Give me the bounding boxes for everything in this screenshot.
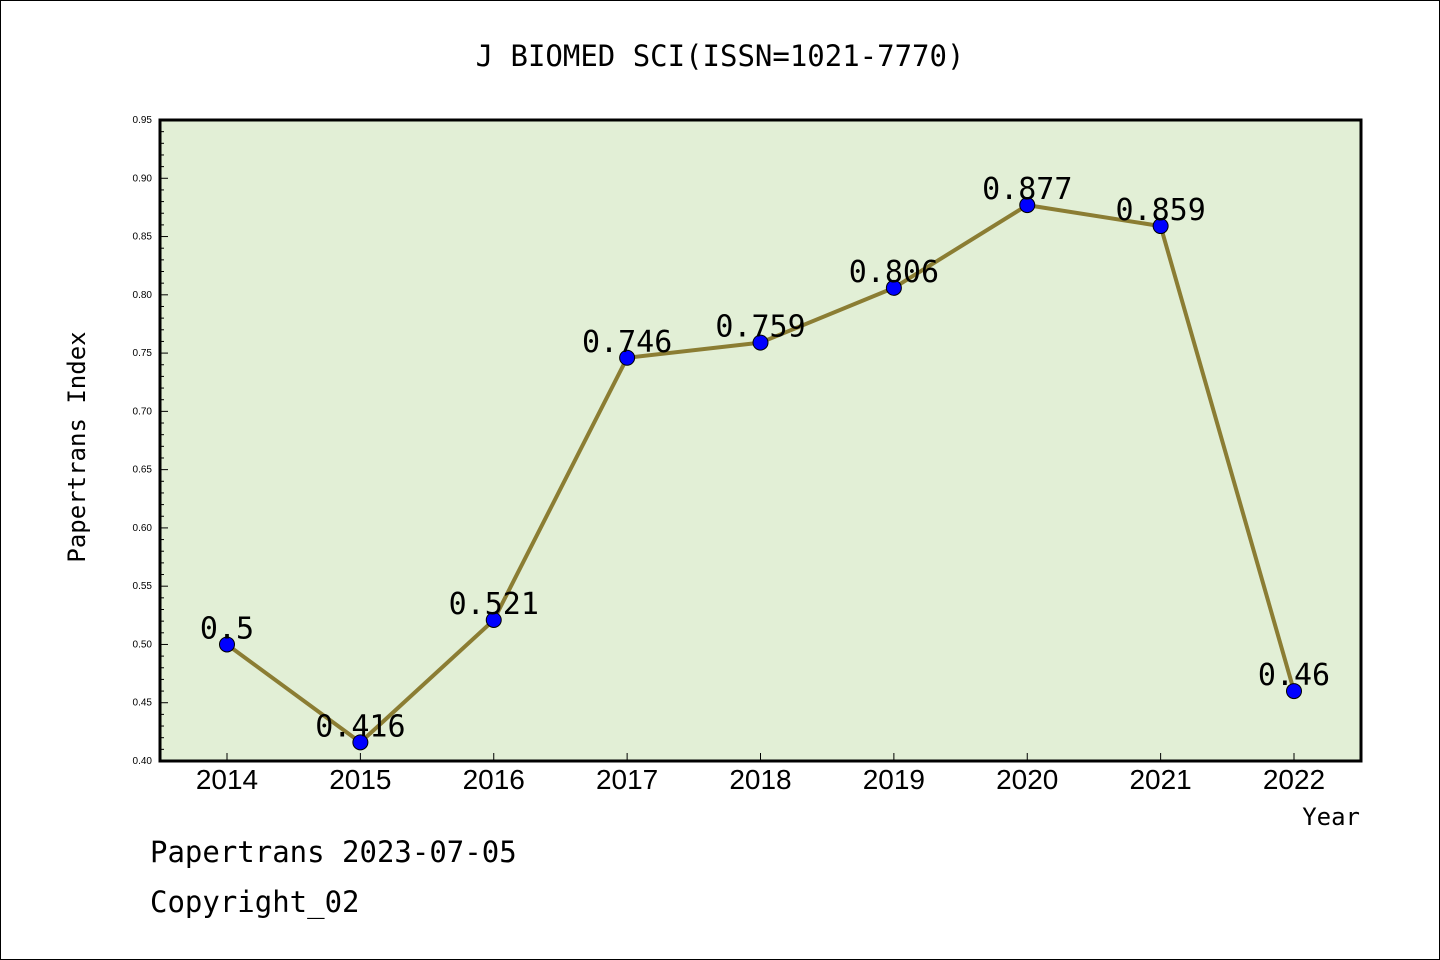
x-tick-label: 2020: [996, 764, 1058, 795]
data-point: [1286, 683, 1302, 700]
y-tick-label: 0.80: [133, 290, 153, 301]
x-tick-label: 2021: [1129, 764, 1191, 795]
x-tick-label: 2017: [596, 764, 658, 795]
y-tick-label: 0.85: [133, 232, 153, 243]
y-tick-label: 0.95: [133, 115, 153, 126]
chart-title: J BIOMED SCI(ISSN=1021-7770): [476, 39, 965, 73]
data-label: 0.859: [1115, 193, 1205, 228]
x-tick-label: 2019: [863, 764, 925, 795]
x-tick-label: 2014: [196, 764, 258, 795]
data-label: 0.746: [582, 325, 672, 360]
data-point: [752, 334, 769, 351]
x-tick-label: 2018: [729, 764, 791, 795]
y-tick-label: 0.75: [133, 348, 153, 359]
data-point: [219, 636, 235, 653]
data-point: [352, 734, 369, 751]
y-tick-label: 0.90: [133, 173, 153, 184]
x-tick-label: 2022: [1263, 764, 1325, 795]
y-tick-label: 0.70: [133, 406, 153, 417]
y-tick-label: 0.45: [133, 698, 153, 709]
y-tick-label: 0.40: [133, 756, 153, 767]
data-label: 0.806: [849, 255, 939, 290]
x-tick-label: 2015: [329, 764, 391, 795]
y-tick-label: 0.60: [133, 523, 153, 534]
footer-copyright: Copyright_02: [150, 885, 360, 919]
y-axis-label: Papertrans Index: [63, 331, 91, 562]
x-tick-label: 2016: [463, 764, 525, 795]
footer-date: Papertrans 2023-07-05: [150, 835, 517, 869]
data-point: [1019, 197, 1036, 214]
data-point: [1152, 218, 1169, 235]
y-tick-label: 0.65: [133, 465, 153, 476]
data-label: 0.5: [200, 611, 254, 646]
y-tick-label: 0.50: [133, 639, 153, 650]
data-label: 0.416: [315, 709, 405, 744]
x-axis: 2014 2015 2016 2017 2018 2019 2020 2021 2022: [196, 753, 1325, 795]
y-axis: 0.40 0.45 0.50 0.55 0.60 0.65 0.70 0.75 0.80 0.85…: [133, 115, 168, 767]
data-label: 0.877: [982, 172, 1072, 207]
data-label-group: 0.5 0.416 0.521 0.746 0.759 0.806 0.877 0.859 0.…: [200, 172, 1330, 744]
data-label: 0.759: [715, 310, 805, 345]
data-point: [885, 279, 902, 296]
marker-group: [219, 197, 1302, 751]
data-point: [485, 611, 502, 628]
data-point: [619, 349, 636, 366]
x-axis-label: Year: [1302, 803, 1360, 831]
data-label: 0.46: [1258, 658, 1330, 693]
data-label: 0.521: [449, 587, 539, 622]
y-tick-label: 0.55: [133, 581, 153, 592]
